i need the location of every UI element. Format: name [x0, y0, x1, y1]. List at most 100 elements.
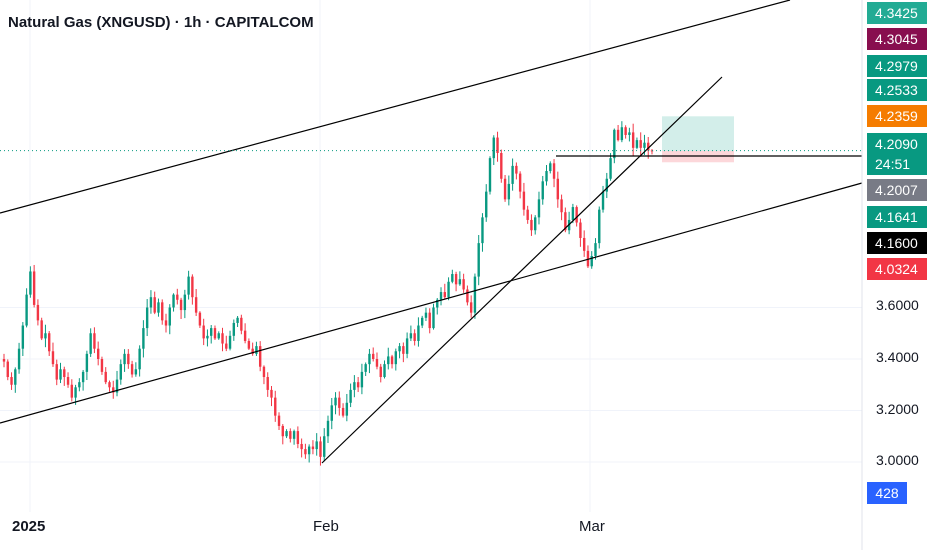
candle-body: [262, 366, 266, 378]
candle-body: [104, 371, 107, 383]
candle-body: [443, 292, 446, 298]
candle-body: [149, 297, 153, 308]
candle-body: [383, 364, 386, 378]
candle-body: [176, 294, 179, 300]
candle-body: [14, 369, 17, 385]
candle-body: [330, 405, 333, 421]
price-tag: 4.2979: [867, 55, 927, 77]
candle-body: [605, 178, 608, 192]
candle-body: [409, 333, 413, 339]
y-tick-label: 3.6000: [876, 297, 919, 313]
candle-body: [21, 325, 25, 349]
position-loss-zone: [662, 150, 734, 163]
candle-body: [25, 294, 28, 326]
candle-body: [413, 333, 416, 341]
candle-body: [179, 299, 183, 311]
channel-lower-line: [0, 182, 863, 424]
candle-body: [594, 243, 597, 256]
candle-body: [202, 325, 205, 339]
candle-body: [420, 317, 424, 326]
price-tag: 4.2359: [867, 105, 927, 127]
candle-body: [232, 322, 236, 336]
price-tag: 4.0324: [867, 258, 927, 280]
candle-body: [526, 209, 529, 220]
candle-body: [142, 328, 145, 349]
candle-body: [168, 307, 171, 326]
candle-body: [620, 127, 624, 141]
candle-body: [315, 441, 318, 450]
candle-body: [51, 351, 55, 365]
candle-body: [590, 256, 593, 267]
candle-body: [609, 158, 612, 179]
candle-body: [100, 359, 104, 372]
candle-body: [398, 346, 401, 352]
candle-body: [127, 353, 130, 365]
candle-body: [647, 142, 650, 151]
price-tag-value: 4.3045: [875, 31, 918, 47]
candle-body: [277, 415, 281, 426]
candle-body: [624, 127, 627, 135]
candle-body: [217, 333, 220, 339]
candle-body: [130, 364, 134, 375]
candle-body: [338, 397, 341, 408]
price-tag: 4.2090 24:51: [867, 133, 927, 175]
candle-body: [213, 328, 217, 339]
candle-body: [89, 333, 92, 354]
candle-body: [454, 274, 458, 285]
channel-upper-line: [0, 0, 791, 214]
candle-body: [375, 359, 379, 367]
candle-body: [228, 335, 232, 349]
candle-body: [210, 328, 213, 336]
price-tag: 4.3425: [867, 2, 927, 24]
candle-body: [119, 364, 122, 380]
candle-body: [451, 274, 454, 282]
candle-body: [164, 320, 168, 326]
candle-body: [81, 371, 85, 383]
candle-body: [507, 183, 511, 200]
candle-body: [515, 165, 518, 174]
candle-body: [571, 207, 575, 220]
candle-body: [387, 356, 390, 365]
candle-body: [402, 346, 405, 354]
candle-body: [341, 407, 345, 416]
candle-body: [251, 348, 254, 354]
candle-body: [541, 181, 544, 200]
candle-body: [530, 219, 533, 231]
candle-body: [319, 441, 322, 457]
x-tick-label: Mar: [579, 518, 605, 535]
candle-body: [481, 217, 484, 244]
candle-body: [225, 343, 228, 349]
candle-body: [172, 294, 175, 308]
candle-body: [518, 173, 522, 192]
candle-body: [635, 140, 639, 148]
candle-body: [368, 353, 371, 365]
candle-body: [270, 389, 273, 398]
candle-body: [458, 279, 462, 285]
candle-body: [247, 340, 251, 349]
candle-body: [145, 307, 149, 329]
candle-body: [292, 431, 296, 439]
price-tag-value: 4.3425: [875, 5, 918, 21]
candle-body: [364, 364, 367, 372]
candle-body: [266, 377, 269, 390]
candle-body: [153, 297, 156, 313]
candle-body: [296, 431, 300, 444]
candle-body: [161, 302, 164, 321]
candle-body: [432, 307, 435, 329]
price-tag-value: 4.1600: [875, 235, 918, 251]
candle-body: [96, 348, 100, 359]
candle-body: [281, 425, 284, 437]
candle-body: [417, 325, 420, 341]
candle-body: [462, 279, 465, 290]
candle-body: [258, 346, 262, 367]
price-tag: 4.1641: [867, 206, 927, 228]
candle-body: [93, 333, 96, 349]
price-tag-value: 4.2533: [875, 82, 918, 98]
candle-body: [360, 371, 364, 388]
candle-body: [488, 158, 492, 192]
candle-body: [552, 163, 556, 179]
price-tag: 4.3045: [867, 28, 927, 50]
position-profit-zone: [662, 116, 734, 151]
candle-body: [243, 330, 247, 341]
